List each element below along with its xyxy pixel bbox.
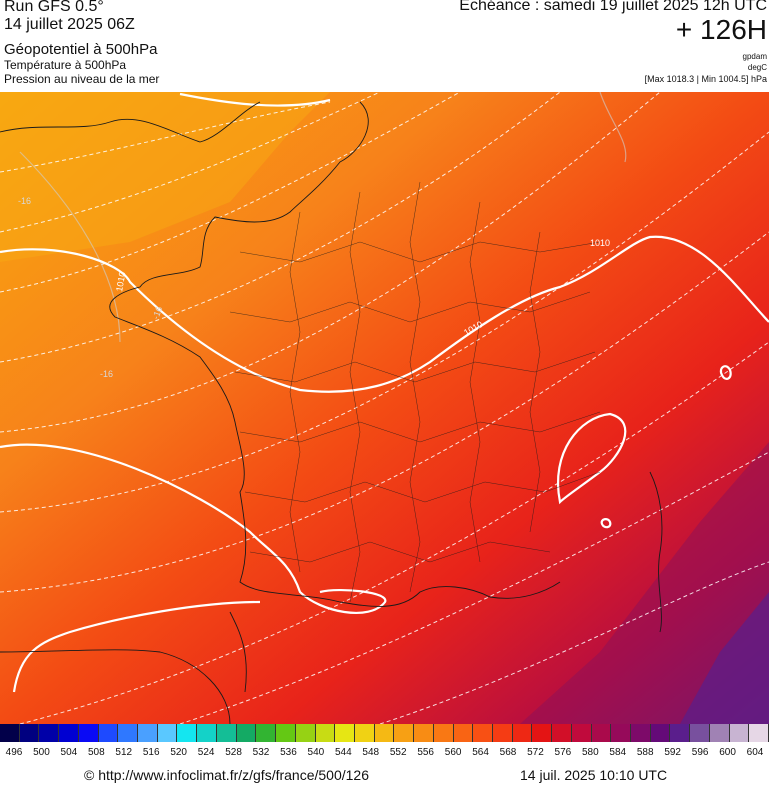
scale-swatch xyxy=(414,724,434,742)
scale-tick-label: 556 xyxy=(417,747,434,758)
forecast-hour: + 126H xyxy=(675,14,767,45)
scale-tick-label: 500 xyxy=(33,747,50,758)
coastlines xyxy=(0,101,663,724)
scale-swatch xyxy=(473,724,493,742)
scale-swatch xyxy=(591,724,612,742)
scale-swatch xyxy=(19,724,40,742)
scale-tick-label: 564 xyxy=(472,747,489,758)
scale-tick-label: 540 xyxy=(307,747,325,758)
scale-swatch xyxy=(670,724,691,742)
scale-swatch xyxy=(236,724,257,742)
scale-swatch xyxy=(197,724,217,742)
scale-tick-label: 508 xyxy=(87,747,105,758)
scale-swatch xyxy=(216,724,237,742)
scale-swatch xyxy=(256,724,277,742)
scale-tick-label: 520 xyxy=(170,747,187,758)
temperature-contours xyxy=(19,92,627,343)
scale-swatch xyxy=(394,724,415,742)
scale-swatch xyxy=(276,724,296,742)
scale-tick-label: 544 xyxy=(334,747,352,758)
scale-tick-label: 532 xyxy=(252,747,270,758)
scale-swatch xyxy=(177,724,198,742)
scale-swatch xyxy=(335,724,355,742)
scale-swatch xyxy=(453,724,474,742)
scale-tick-label: 512 xyxy=(115,747,133,758)
scale-swatch xyxy=(552,724,572,742)
scale-tick-label: 560 xyxy=(444,747,462,758)
geopotential-contours xyxy=(0,92,769,724)
scale-swatch xyxy=(39,724,60,742)
source-url[interactable]: © http://www.infoclimat.fr/z/gfs/france/… xyxy=(84,767,369,783)
scale-swatch xyxy=(611,724,631,742)
scale-swatch xyxy=(354,724,375,742)
scale-swatch xyxy=(512,724,533,742)
scale-tick-label: 548 xyxy=(362,747,380,758)
run-title: Run GFS 0.5° xyxy=(4,0,104,15)
scale-tick-label: 524 xyxy=(197,747,215,758)
variable-geopotential: Géopotentiel à 500hPa xyxy=(4,41,158,58)
scale-tick-label: 580 xyxy=(581,747,599,758)
variable-pressure: Pression au niveau de la mer xyxy=(4,72,160,86)
scale-tick-label: 568 xyxy=(499,747,517,758)
scale-swatch xyxy=(532,724,553,742)
scale-swatch xyxy=(433,724,454,742)
unit-gpdam: gpdam xyxy=(742,52,767,61)
scale-tick-label: 596 xyxy=(691,747,709,758)
color-scale xyxy=(0,724,769,744)
scale-swatch xyxy=(59,724,79,742)
scale-tick-label: 576 xyxy=(554,747,572,758)
scale-swatch xyxy=(138,724,158,742)
scale-swatch xyxy=(492,724,513,742)
scale-tick-label: 536 xyxy=(280,747,297,758)
scale-swatch xyxy=(0,724,20,742)
band-se xyxy=(520,442,769,724)
scale-swatch xyxy=(631,724,651,742)
scale-tick-label: 592 xyxy=(664,747,681,758)
band-se-violet xyxy=(680,592,769,724)
scale-tick-label: 584 xyxy=(609,747,627,758)
scale-tick-label: 504 xyxy=(60,747,78,758)
isobar-label: 1010 xyxy=(590,238,610,248)
variable-temperature: Température à 500hPa xyxy=(4,58,127,72)
weather-map: 1010 1010 1010 -16 -16 -16 xyxy=(0,92,769,724)
scale-tick-label: 572 xyxy=(527,747,544,758)
generation-timestamp: 14 juil. 2025 10:10 UTC xyxy=(520,767,668,783)
scale-swatch xyxy=(118,724,139,742)
header: Run GFS 0.5° 14 juillet 2025 06Z Géopote… xyxy=(0,0,769,92)
color-scale-ticks: 496 500 504 508 512 516 520 524 528 532 536 540 544 5… xyxy=(0,747,769,761)
temperature-label: -16 xyxy=(150,305,164,321)
scale-swatch xyxy=(315,724,336,742)
isobar-label: 1010 xyxy=(114,271,127,292)
scale-swatch xyxy=(374,724,395,742)
temperature-label: -16 xyxy=(100,369,113,379)
scale-tick-label: 600 xyxy=(719,747,736,758)
scale-swatch xyxy=(690,724,710,742)
scale-swatch xyxy=(729,724,750,742)
scale-swatch xyxy=(98,724,119,742)
run-date: 14 juillet 2025 06Z xyxy=(4,16,135,33)
scale-swatch xyxy=(295,724,316,742)
scale-tick-label: 588 xyxy=(636,747,654,758)
unit-degc: degC xyxy=(747,63,767,72)
region-borders xyxy=(229,181,601,603)
scale-swatch xyxy=(571,724,592,742)
scale-swatch xyxy=(78,724,99,742)
scale-swatch xyxy=(650,724,671,742)
scale-swatch xyxy=(709,724,730,742)
scale-swatch xyxy=(157,724,178,742)
temperature-label: -16 xyxy=(18,196,31,206)
scale-tick-label: 496 xyxy=(5,747,23,758)
forecast-validity: Echéance : samedi 19 juillet 2025 12h UT… xyxy=(459,0,767,14)
pressure-range: [Max 1018.3 | Min 1004.5] hPa xyxy=(644,74,767,84)
scale-tick-label: 516 xyxy=(142,747,160,758)
scale-tick-label: 552 xyxy=(389,747,407,758)
scale-swatch xyxy=(749,724,769,742)
scale-tick-label: 528 xyxy=(225,747,242,758)
scale-tick-label: 604 xyxy=(746,747,764,758)
isobars xyxy=(0,92,769,693)
warm-band-nw xyxy=(0,92,330,262)
